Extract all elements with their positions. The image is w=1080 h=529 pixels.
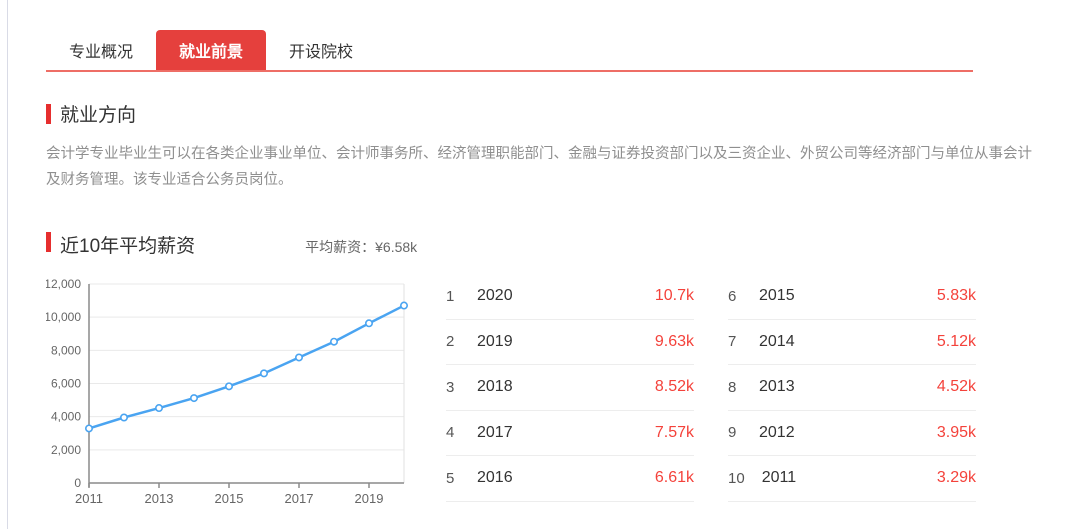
employment-direction-description: 会计学专业毕业生可以在各类企业事业单位、会计师事务所、经济管理职能部门、金融与证… xyxy=(46,146,1032,188)
salary-value-cell: 6.61k xyxy=(654,469,694,487)
table-row: 9 2012 3.95k xyxy=(728,411,976,456)
year-cell: 2016 xyxy=(477,469,513,487)
main-content: 专业概况 就业前景 开设院校 就业方向 会计学专业毕业生可以在各类企业事业单位、… xyxy=(44,0,1046,514)
salary-value-cell: 9.63k xyxy=(654,332,694,350)
year-cell: 2014 xyxy=(759,332,795,350)
salary-value-cell: 3.29k xyxy=(936,469,976,487)
svg-text:8,000: 8,000 xyxy=(51,343,81,357)
tab-offering-schools[interactable]: 开设院校 xyxy=(288,44,353,61)
salary-value-cell: 10.7k xyxy=(654,287,694,305)
salary-section-title: 近10年平均薪资 xyxy=(60,236,196,257)
table-row: 3 2018 8.52k xyxy=(446,365,694,411)
rank-cell: 8 xyxy=(728,378,737,396)
salary-value-cell: 3.95k xyxy=(936,423,976,441)
salary-rank-table: 1 2020 10.7k 2 2019 9.63k 3 2018 8.52k xyxy=(446,274,976,514)
svg-text:2015: 2015 xyxy=(215,491,244,506)
svg-text:2013: 2013 xyxy=(145,491,174,506)
svg-text:2019: 2019 xyxy=(355,491,384,506)
table-row: 2 2019 9.63k xyxy=(446,320,694,365)
year-cell: 2015 xyxy=(759,287,795,305)
table-row: 7 2014 5.12k xyxy=(728,320,976,365)
salary-value-cell: 5.83k xyxy=(936,287,976,305)
salary-line-chart: 0 2,000 4,000 6,000 8,000 10,000 12,000 2011 201… xyxy=(44,274,426,514)
table-row: 4 2017 7.57k xyxy=(446,411,694,456)
salary-value-cell: 5.12k xyxy=(936,332,976,350)
svg-text:2,000: 2,000 xyxy=(51,443,81,457)
rank-table-left-column: 1 2020 10.7k 2 2019 9.63k 3 2018 8.52k xyxy=(446,274,694,514)
svg-text:12,000: 12,000 xyxy=(46,277,81,291)
page-left-border xyxy=(7,0,8,529)
rank-cell: 2 xyxy=(446,333,455,351)
table-row: 10 2011 3.29k xyxy=(728,456,976,502)
year-cell: 2020 xyxy=(477,287,513,305)
rank-cell: 5 xyxy=(446,469,455,487)
employment-direction-title: 就业方向 xyxy=(60,105,137,126)
rank-cell: 7 xyxy=(728,333,737,351)
year-cell: 2012 xyxy=(759,423,795,441)
svg-text:4,000: 4,000 xyxy=(51,410,81,424)
section-marker-bar xyxy=(46,232,51,252)
rank-cell: 4 xyxy=(446,424,455,442)
salary-line-chart-svg: 0 2,000 4,000 6,000 8,000 10,000 12,000 2011 201… xyxy=(44,277,408,506)
section-marker-bar xyxy=(46,103,51,124)
rank-cell: 9 xyxy=(728,424,737,442)
rank-cell: 6 xyxy=(728,287,737,305)
tab-bar: 专业概况 就业前景 开设院校 xyxy=(46,30,973,72)
average-salary-label: 平均薪资：¥6.58k xyxy=(305,239,418,255)
svg-text:0: 0 xyxy=(74,476,81,490)
salary-value-cell: 8.52k xyxy=(654,378,694,396)
rank-cell: 1 xyxy=(446,287,455,305)
table-row: 6 2015 5.83k xyxy=(728,274,976,320)
svg-text:10,000: 10,000 xyxy=(46,310,81,324)
table-row: 8 2013 4.52k xyxy=(728,365,976,411)
table-row: 5 2016 6.61k xyxy=(446,456,694,502)
svg-text:2011: 2011 xyxy=(75,491,103,506)
tab-employment-prospects[interactable]: 就业前景 xyxy=(156,30,266,70)
year-cell: 2017 xyxy=(477,423,513,441)
year-cell: 2011 xyxy=(761,469,797,487)
year-cell: 2018 xyxy=(477,378,513,396)
salary-value-cell: 7.57k xyxy=(654,423,694,441)
year-cell: 2019 xyxy=(477,332,513,350)
employment-direction-header: 就业方向 xyxy=(46,100,1046,127)
rank-cell: 10 xyxy=(728,469,745,487)
salary-data-row: 0 2,000 4,000 6,000 8,000 10,000 12,000 2011 201… xyxy=(44,274,1046,514)
rank-cell: 3 xyxy=(446,378,455,396)
svg-text:2017: 2017 xyxy=(285,491,314,506)
rank-table-right-column: 6 2015 5.83k 7 2014 5.12k 8 2013 4.52k xyxy=(728,274,976,514)
salary-value-cell: 4.52k xyxy=(936,378,976,396)
year-cell: 2013 xyxy=(759,378,795,396)
table-row: 1 2020 10.7k xyxy=(446,274,694,320)
svg-text:6,000: 6,000 xyxy=(51,377,81,391)
tab-major-overview[interactable]: 专业概况 xyxy=(68,44,133,61)
salary-section-header: 近10年平均薪资 平均薪资：¥6.58k xyxy=(46,231,1046,258)
